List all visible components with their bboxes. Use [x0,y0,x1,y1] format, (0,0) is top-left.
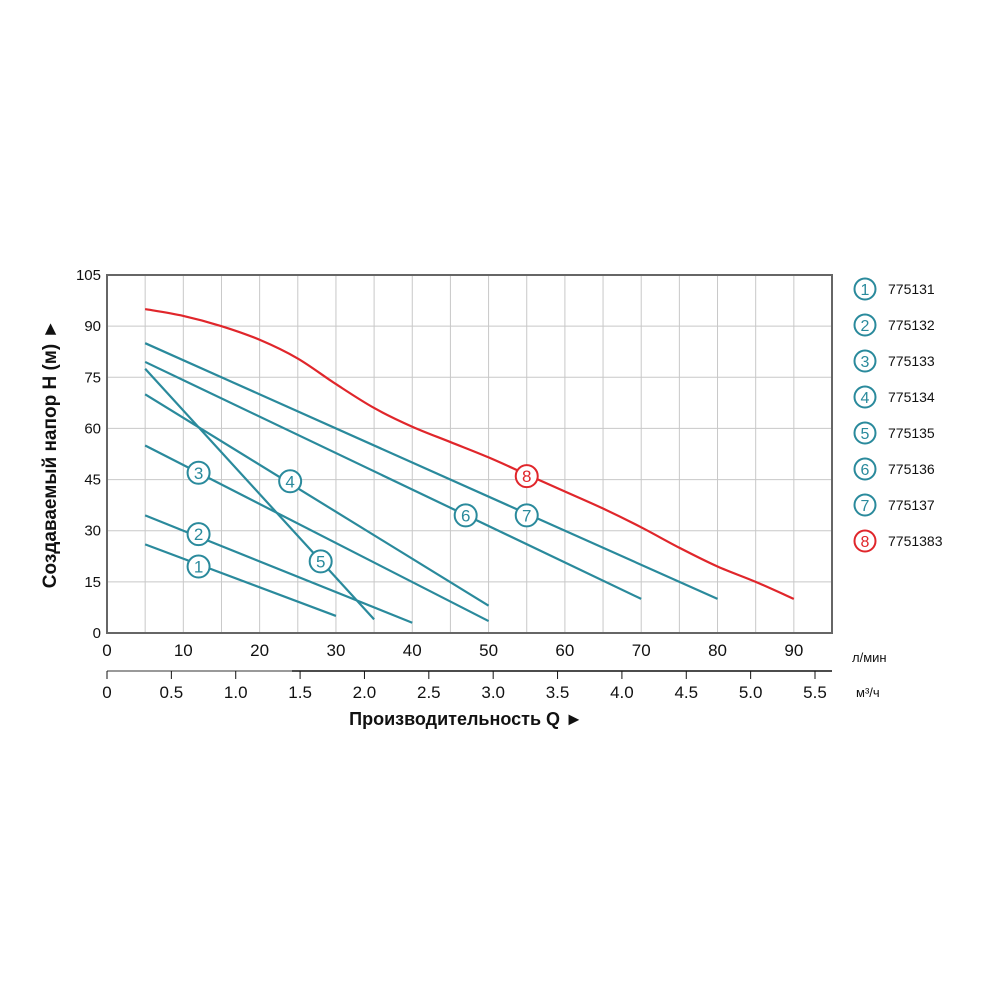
x-tick-label: 90 [784,641,803,660]
series-marker-circle-2 [186,522,211,547]
series-line-7 [144,342,718,600]
legend-entry-label: 775136 [888,461,935,477]
legend-entry-label: 775134 [888,389,935,405]
y-tick-label: 105 [76,267,101,284]
legend-marker-circle-7 [853,493,877,517]
y-tick-label: 30 [84,523,101,540]
y-tick-label: 90 [84,318,101,335]
series-marker-circle-4 [278,469,303,494]
x-tick-label: 30 [326,641,345,660]
x2-axis: 0 0.5 1.0 1.5 2.0 2.5 3.0 3.5 4.0 4.5 5.0 5.5 [102,670,832,702]
series-markers: 1 2 3 4 5 6 7 8 [186,460,539,579]
x2-tick-label: 5.5 [803,683,827,702]
series-line-5 [144,368,375,621]
x2-tick-label: 2.0 [353,683,377,702]
series-marker-number: 3 [194,464,203,483]
x2-tick-label: 4.0 [610,683,634,702]
x2-tick-label: 1.5 [288,683,312,702]
x2-tick-label: 1.0 [224,683,248,702]
plot-frame [106,274,833,634]
series-marker-circle-3 [186,460,211,485]
x-axis-label: Производительность Q ► [349,709,583,729]
x-tick-label: 50 [479,641,498,660]
y-tick-label: 15 [84,574,101,591]
series-marker-circle-5 [308,549,333,574]
x2-tick-label: 5.0 [739,683,763,702]
legend-marker-number: 2 [861,318,870,335]
x-axis-ticks: 0 10 20 30 40 50 60 70 80 90 [102,641,803,660]
series-marker-number: 4 [285,472,294,491]
legend-marker-number: 1 [861,282,870,299]
y-axis-label: Создаваемый напор H (м) ► [40,320,61,589]
y-tick-label: 75 [84,369,101,386]
x2-tick-label: 0.5 [160,683,184,702]
series-lines [144,308,795,624]
legend-marker-number: 4 [861,390,870,407]
series-marker-circle-8 [514,464,539,489]
series-line-6 [144,360,642,600]
x2-tick-label: 0 [102,683,111,702]
x-tick-label: 60 [555,641,574,660]
legend-marker-circle-5 [853,421,877,445]
y-axis-ticks: 0 15 30 45 60 75 90 105 [76,267,101,642]
legend-entry-label: 775131 [888,281,935,297]
legend-marker-circle-8 [853,529,877,553]
legend-marker-circle-4 [853,385,877,409]
series-line-2 [144,514,413,624]
y-tick-label: 45 [84,472,101,489]
legend-entry-label: 775137 [888,497,935,513]
series-marker-number: 8 [522,467,531,486]
series-line-4 [144,393,490,607]
x-tick-label: 40 [403,641,422,660]
legend-marker-number: 6 [861,462,870,479]
legend-marker-circle-1 [853,277,877,301]
series-marker-number: 6 [461,506,470,525]
legend-entry-label: 775133 [888,353,935,369]
legend-entry-label: 7751383 [888,533,943,549]
series-marker-number: 2 [194,525,203,544]
grid [107,275,832,633]
legend-entry-label: 775132 [888,317,935,333]
legend-marker-number: 5 [861,426,870,443]
series-marker-circle-1 [186,554,211,579]
y-tick-label: 60 [84,420,101,437]
x2-tick-label: 3.5 [546,683,570,702]
legend-entry-label: 775135 [888,425,935,441]
legend-marker-circle-2 [853,313,877,337]
series-line-8 [144,308,795,600]
x-tick-label: 20 [250,641,269,660]
series-line-1 [144,543,337,617]
series-marker-number: 5 [316,552,325,571]
legend-marker-number: 3 [861,354,870,371]
x2-unit: м³/ч [856,685,880,700]
x2-tick-label: 2.5 [417,683,441,702]
x-tick-label: 80 [708,641,727,660]
legend-marker-number: 8 [861,534,870,551]
series-marker-circle-7 [514,503,539,528]
x-unit: л/мин [852,650,887,665]
legend-marker-circle-3 [853,349,877,373]
series-marker-number: 1 [194,558,203,577]
x-tick-label: 10 [174,641,193,660]
legend: 1 775131 2 775132 3 775133 4 775134 5 775135 6 7751… [853,277,943,553]
y-tick-label: 0 [93,625,101,642]
x2-tick-label: 4.5 [674,683,698,702]
series-marker-circle-6 [453,503,478,528]
legend-marker-number: 7 [861,498,870,515]
legend-marker-circle-6 [853,457,877,481]
x-tick-label: 0 [102,641,111,660]
series-marker-number: 7 [522,506,531,525]
x-tick-label: 70 [632,641,651,660]
x2-tick-label: 3.0 [481,683,505,702]
